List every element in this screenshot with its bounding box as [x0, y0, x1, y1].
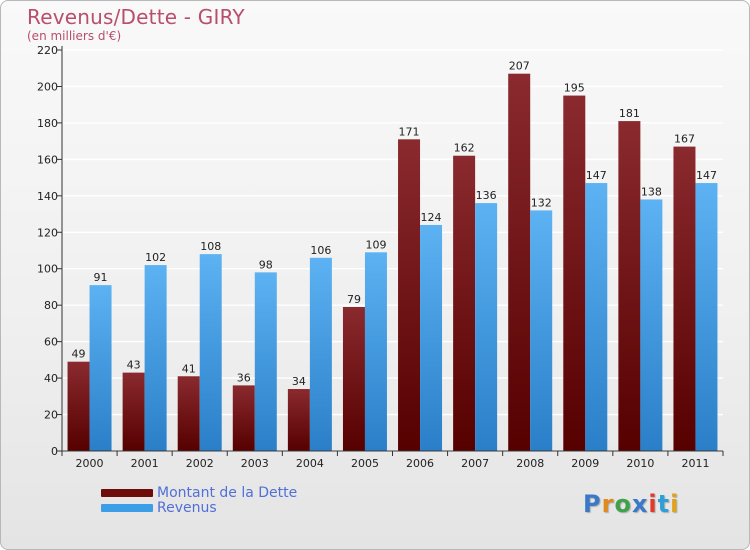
value-label-dette: 195: [564, 82, 585, 95]
y-tick-label: 0: [51, 445, 58, 458]
bar-revenus-2002: [199, 254, 222, 451]
logo-letter: t: [657, 490, 671, 518]
bar-revenus-2008: [530, 210, 553, 451]
legend-label-revenus: Revenus: [157, 500, 217, 516]
value-label-dette: 34: [292, 375, 306, 388]
x-tick-label: 2009: [571, 457, 599, 470]
chart-subtitle: (en milliers d'€): [27, 29, 122, 43]
logo-letter: i: [670, 490, 680, 518]
bar-revenus-2003: [254, 272, 277, 451]
y-tick-label: 40: [44, 372, 58, 385]
legend-swatch-revenus: [101, 504, 153, 512]
logo-letter: o: [614, 490, 632, 518]
y-tick-label: 80: [44, 299, 58, 312]
value-label-revenus: 147: [586, 169, 607, 182]
value-label-revenus: 102: [145, 251, 166, 264]
y-tick-label: 120: [37, 226, 58, 239]
bar-dette-2010: [618, 121, 641, 451]
bar-revenus-2007: [475, 203, 498, 451]
bar-dette-2009: [563, 95, 586, 452]
logo-letter: i: [648, 490, 658, 518]
bar-dette-2002: [177, 376, 200, 451]
value-label-dette: 79: [347, 293, 361, 306]
x-tick-label: 2007: [461, 457, 489, 470]
bar-revenus-2004: [309, 257, 332, 451]
logo-letter: P: [583, 490, 602, 518]
bar-dette-2008: [508, 73, 531, 451]
y-tick-label: 20: [44, 409, 58, 422]
value-label-dette: 181: [619, 107, 640, 120]
value-label-revenus: 91: [94, 271, 108, 284]
value-label-dette: 171: [399, 125, 420, 138]
x-tick-label: 2001: [131, 457, 159, 470]
bar-dette-2007: [453, 155, 476, 451]
axis-layer: 0 20 40 60 80 100 120 140 160 180 200 220 2000 2001 20…: [37, 44, 724, 470]
y-tick-label: 160: [37, 153, 58, 166]
x-tick-label: 2000: [76, 457, 104, 470]
value-label-dette: 162: [454, 142, 475, 155]
value-label-dette: 43: [127, 359, 141, 372]
value-label-revenus: 98: [259, 258, 273, 271]
x-tick-label: 2004: [296, 457, 324, 470]
bar-revenus-2010: [640, 199, 663, 451]
y-tick-label: 140: [37, 190, 58, 203]
value-label-dette: 207: [509, 60, 530, 73]
labels-layer: 49 91 43 102 41 108 36 98 34 106 79 109 171 124 162 136…: [72, 60, 717, 388]
x-tick-label: 2002: [186, 457, 214, 470]
y-tick-label: 60: [44, 336, 58, 349]
legend-label-dette: Montant de la Dette: [157, 485, 298, 501]
x-tick-label: 2003: [241, 457, 269, 470]
legend-swatch-dette: [101, 489, 153, 497]
bar-revenus-2001: [144, 265, 167, 451]
x-tick-label: 2005: [351, 457, 379, 470]
bar-dette-2000: [67, 361, 90, 451]
bars-layer: [67, 73, 718, 452]
y-tick-label: 220: [37, 44, 58, 57]
bar-dette-2001: [122, 372, 145, 451]
bar-revenus-2000: [89, 285, 112, 451]
bar-revenus-2005: [364, 252, 387, 451]
value-label-revenus: 138: [641, 185, 662, 198]
value-label-dette: 41: [182, 362, 196, 375]
proxiti-logo: Proxiti: [583, 490, 679, 518]
value-label-revenus: 109: [365, 238, 386, 251]
bar-revenus-2009: [585, 183, 608, 452]
logo-letter: r: [601, 490, 615, 518]
x-tick-label: 2010: [626, 457, 654, 470]
bar-dette-2004: [287, 389, 310, 451]
value-label-dette: 36: [237, 371, 251, 384]
value-label-dette: 49: [72, 348, 86, 361]
value-label-revenus: 124: [421, 211, 442, 224]
y-tick-label: 180: [37, 117, 58, 130]
chart-title: Revenus/Dette - GIRY: [27, 5, 245, 29]
y-tick-label: 200: [37, 80, 58, 93]
value-label-revenus: 132: [531, 196, 552, 209]
value-label-revenus: 136: [476, 189, 497, 202]
x-tick-label: 2006: [406, 457, 434, 470]
bar-revenus-2006: [420, 224, 443, 451]
bar-dette-2011: [673, 146, 696, 451]
bar-revenus-2011: [695, 183, 718, 452]
x-tick-label: 2011: [681, 457, 709, 470]
value-label-revenus: 147: [696, 169, 717, 182]
value-label-dette: 167: [674, 133, 695, 146]
bar-dette-2003: [232, 385, 255, 451]
y-tick-label: 100: [37, 263, 58, 276]
bar-dette-2006: [398, 139, 421, 451]
value-label-revenus: 106: [310, 244, 331, 257]
logo-letter: x: [631, 490, 649, 518]
x-tick-label: 2008: [516, 457, 544, 470]
value-label-revenus: 108: [200, 240, 221, 253]
bar-dette-2005: [342, 307, 365, 451]
